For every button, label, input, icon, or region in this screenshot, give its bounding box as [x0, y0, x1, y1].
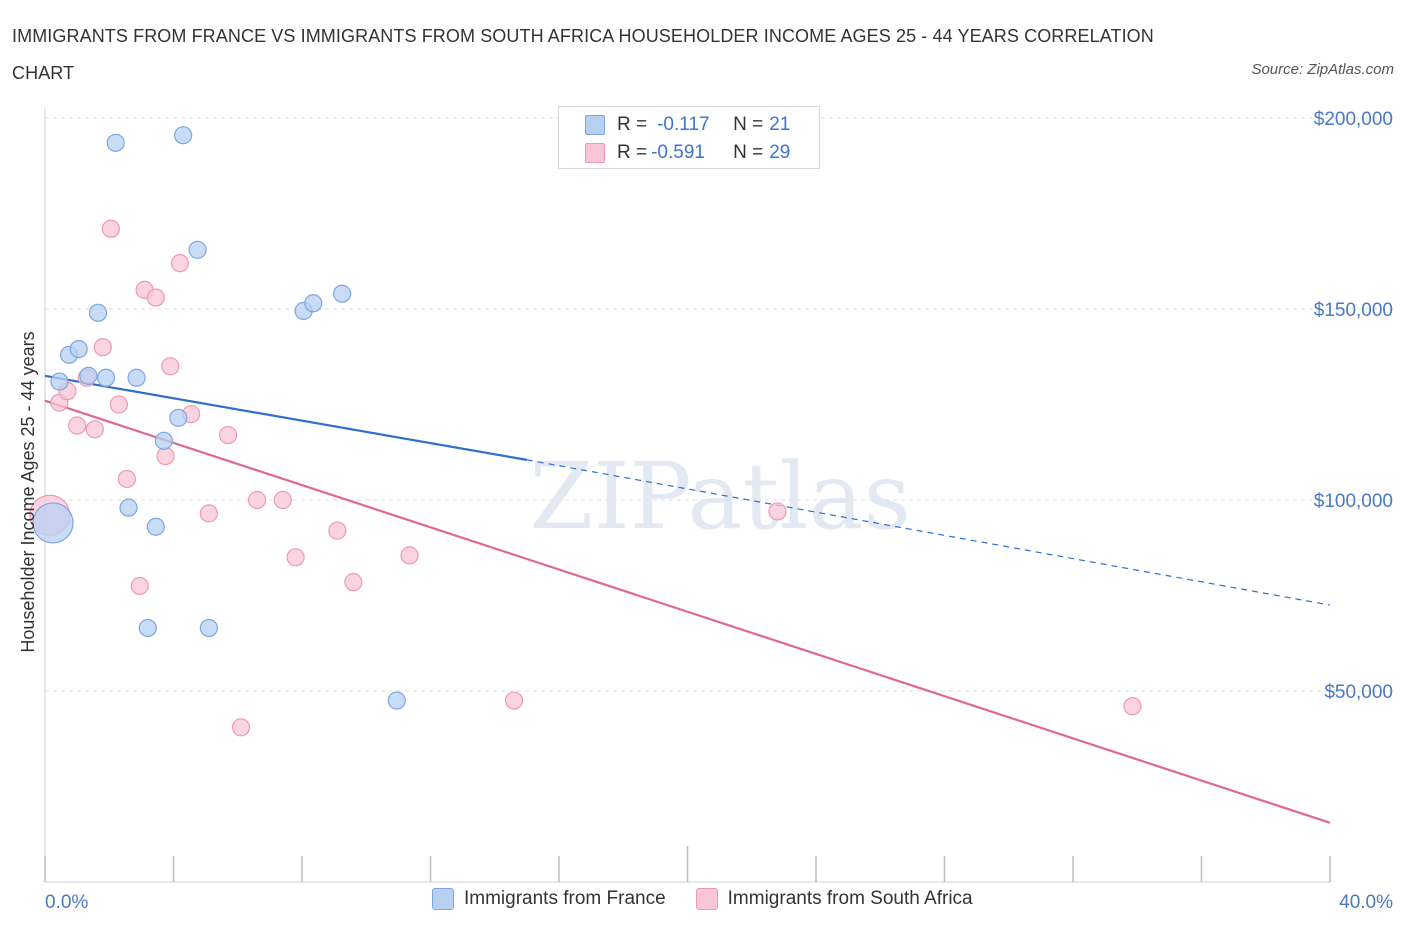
point-france	[88, 303, 108, 322]
south-africa-r-label: R =	[617, 142, 648, 163]
point-south-africa	[247, 490, 267, 510]
point-france	[69, 340, 88, 359]
point-south-africa	[199, 504, 218, 523]
point-south-africa	[344, 573, 363, 592]
data-points	[29, 126, 1142, 737]
point-south-africa	[109, 395, 128, 414]
south-africa-n-label: N =	[733, 142, 764, 163]
point-south-africa	[161, 357, 180, 376]
trend-line-france-extension	[526, 459, 1331, 606]
point-france	[199, 618, 218, 638]
source-label: Source: ZipAtlas.com	[1251, 61, 1394, 78]
point-france	[106, 133, 125, 152]
point-france	[188, 240, 207, 259]
legend-row-south-africa: R = -0.591 N = 29	[585, 139, 790, 167]
legend-swatch-south-africa	[695, 888, 718, 910]
south-africa-n-value: 29	[769, 142, 791, 163]
south-africa-r-value: -0.591	[651, 142, 705, 163]
point-south-africa	[156, 446, 175, 466]
series-legend: Immigrants from France Immigrants from S…	[432, 888, 1003, 910]
south-africa-swatch	[585, 143, 605, 163]
point-south-africa	[68, 416, 87, 435]
point-south-africa	[219, 425, 238, 445]
chart-title: IMMIGRANTS FROM FRANCE VS IMMIGRANTS FRO…	[12, 26, 1154, 83]
grid-lines	[45, 117, 1395, 692]
point-south-africa	[93, 338, 112, 357]
point-south-africa	[1123, 697, 1142, 716]
point-south-africa	[768, 502, 787, 521]
trend-line-france	[44, 374, 528, 461]
point-south-africa	[273, 490, 292, 510]
point-france	[174, 126, 193, 145]
point-france	[154, 431, 173, 450]
point-france	[138, 618, 157, 638]
point-france	[96, 368, 116, 387]
france-r-label: R =	[617, 114, 648, 135]
trend-line-south-africa	[44, 399, 1331, 824]
point-south-africa	[146, 288, 165, 307]
watermark: ZIPatlas	[529, 443, 910, 550]
y-tick-label: $100,000	[1314, 491, 1393, 512]
point-south-africa	[101, 219, 120, 238]
legend-label-south-africa: Immigrants from South Africa	[727, 888, 973, 909]
point-south-africa	[130, 576, 149, 596]
point-france	[119, 498, 138, 517]
axis-labels: $50,000 $100,000 $150,000 $200,000 0.0% 40.0%…	[18, 109, 1393, 913]
legend-item-france: Immigrants from France	[432, 888, 666, 910]
point-france	[304, 294, 323, 313]
legend-item-south-africa: Immigrants from South Africa	[695, 888, 973, 910]
france-n-value: 21	[769, 114, 791, 135]
trend-lines	[44, 374, 1331, 824]
point-france	[50, 372, 69, 391]
axes	[44, 108, 1331, 883]
france-r-value: -0.117	[657, 114, 710, 135]
legend-swatch-france	[432, 888, 454, 910]
y-tick-label: $50,000	[1324, 682, 1393, 703]
point-south-africa	[400, 546, 419, 565]
y-tick-label: $150,000	[1314, 300, 1393, 321]
point-south-africa	[231, 718, 251, 737]
point-france	[79, 366, 98, 385]
point-france	[387, 691, 406, 710]
legend-label-france: Immigrants from France	[464, 888, 666, 909]
point-france	[127, 368, 146, 387]
point-france	[146, 517, 165, 536]
x-tick-label: 40.0%	[1339, 892, 1393, 913]
point-france	[333, 284, 352, 303]
point-south-africa	[85, 420, 104, 439]
y-tick-label: $200,000	[1314, 109, 1393, 130]
legend-row-france: R = -0.117 N = 21	[585, 111, 790, 139]
france-swatch	[585, 115, 605, 135]
y-axis-label: Householder Income Ages 25 - 44 years	[18, 331, 38, 652]
point-south-africa	[328, 521, 347, 540]
point-south-africa	[117, 469, 137, 489]
point-south-africa	[170, 254, 190, 273]
x-tick-label: 0.0%	[45, 892, 88, 913]
france-n-label: N =	[733, 114, 764, 135]
point-france	[32, 502, 74, 544]
point-france	[169, 408, 188, 427]
point-south-africa	[286, 548, 305, 567]
correlation-legend: R = -0.117 N = 21 R = -0.591 N = 29	[558, 106, 820, 169]
point-south-africa	[504, 691, 524, 710]
